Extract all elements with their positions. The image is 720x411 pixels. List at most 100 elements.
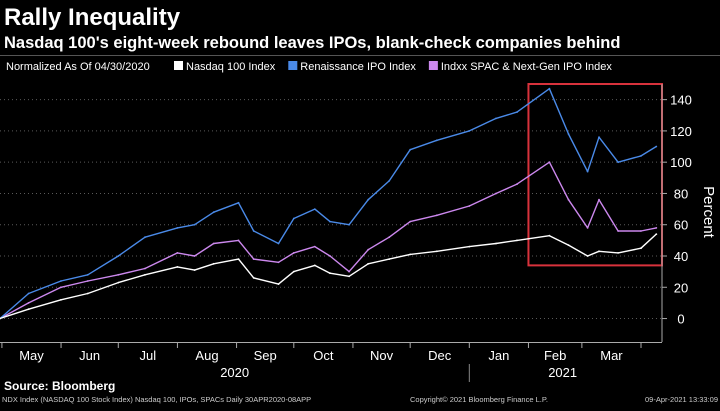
x-tick-label: Dec [428, 348, 452, 363]
data-point [277, 261, 280, 264]
legend: Normalized As Of 04/30/2020 Nasdaq 100 I… [6, 61, 612, 73]
x-tick-label: Nov [370, 348, 394, 363]
data-point [0, 317, 1, 320]
data-point [468, 130, 471, 132]
normalization-note: Normalized As Of 04/30/2020 [6, 61, 150, 73]
data-point [313, 208, 316, 211]
data-point [117, 281, 120, 284]
data-point [617, 252, 619, 254]
y-axis-label: Percent [700, 186, 717, 239]
series-line [0, 88, 657, 320]
data-point [313, 245, 316, 248]
data-point [193, 255, 196, 257]
y-tick-label: 80 [674, 186, 688, 201]
legend-label: Nasdaq 100 Index [186, 61, 276, 73]
data-point [586, 255, 589, 257]
data-point [495, 192, 497, 195]
data-point [655, 227, 658, 229]
data-point [86, 273, 89, 276]
x-tick-label: May [19, 348, 44, 363]
x-tick-label: Mar [600, 348, 623, 363]
data-point [277, 242, 280, 245]
data-point [212, 242, 215, 245]
y-axis: 0 20 40 60 80 100 120 140 [661, 84, 692, 342]
data-point [516, 239, 518, 242]
data-point [27, 308, 30, 311]
data-point [367, 262, 370, 265]
y-tick-label: 20 [674, 280, 688, 295]
chart-title: Rally Inequality [4, 4, 181, 31]
data-point [567, 198, 570, 201]
data-point [655, 233, 658, 236]
source-label: Source: Bloomberg [4, 379, 115, 393]
footer-center: Copyright© 2021 Bloomberg Finance L.P. [410, 395, 548, 404]
data-point [640, 155, 642, 157]
y-tick-label: 60 [674, 218, 688, 233]
data-point [176, 227, 179, 229]
data-point [193, 223, 196, 226]
x-tick-label: Jan [488, 348, 509, 363]
x-year-label: 2020 [220, 365, 249, 380]
data-point [277, 283, 280, 285]
data-point [193, 269, 196, 271]
data-point [388, 236, 391, 239]
data-point [212, 211, 215, 214]
footer-right: 09-Apr-2021 13:33:09 [645, 395, 718, 404]
data-point [367, 248, 370, 251]
x-tick-label: Sep [254, 348, 277, 363]
data-point [495, 242, 497, 245]
data-point [495, 117, 497, 120]
x-axis: May Jun Jul Aug Sep Oct Nov Dec Jan Feb Mar 2020 202… [0, 342, 662, 382]
legend-swatch [174, 61, 183, 70]
y-tick-label: 0 [677, 312, 684, 327]
y-tick-label: 40 [674, 249, 688, 264]
data-point [292, 252, 295, 254]
data-point [144, 267, 146, 270]
data-point [60, 286, 62, 289]
x-tick-label: Jul [140, 348, 157, 363]
data-point [468, 245, 471, 248]
data-point [348, 275, 350, 278]
x-tick-label: Jun [79, 348, 100, 363]
data-point [176, 266, 179, 268]
data-point [367, 198, 370, 201]
data-point [252, 258, 255, 260]
data-point [617, 230, 619, 232]
data-point [117, 255, 120, 257]
x-tick-label: Feb [544, 348, 566, 363]
data-point [409, 148, 412, 151]
data-point [237, 201, 240, 204]
data-point [86, 292, 89, 295]
x-year-label: 2021 [548, 365, 577, 380]
data-point [655, 145, 658, 148]
data-point [212, 262, 215, 265]
data-point [348, 270, 350, 273]
data-point [388, 258, 391, 260]
data-point [60, 298, 62, 301]
data-point [313, 264, 316, 267]
data-point [436, 139, 438, 142]
legend-label: Indxx SPAC & Next-Gen IPO Index [441, 61, 612, 73]
legend-label: Renaissance IPO Index [300, 61, 416, 73]
data-point [548, 87, 551, 90]
series-line [0, 233, 657, 320]
data-point [598, 136, 600, 139]
data-point [548, 161, 551, 164]
data-point [329, 272, 331, 275]
data-point [388, 180, 391, 182]
footer-left: NDX Index (NASDAQ 100 Stock Index) Nasda… [2, 395, 311, 404]
data-point [468, 205, 471, 207]
data-point [586, 170, 589, 173]
legend-swatch [288, 61, 298, 70]
data-point [640, 247, 642, 250]
data-point [144, 236, 146, 239]
y-tick-label: 100 [670, 155, 692, 170]
legend-swatch [428, 61, 438, 70]
x-tick-label: Oct [313, 348, 334, 363]
data-point [237, 258, 240, 260]
data-point [567, 133, 570, 135]
data-point [598, 250, 600, 253]
